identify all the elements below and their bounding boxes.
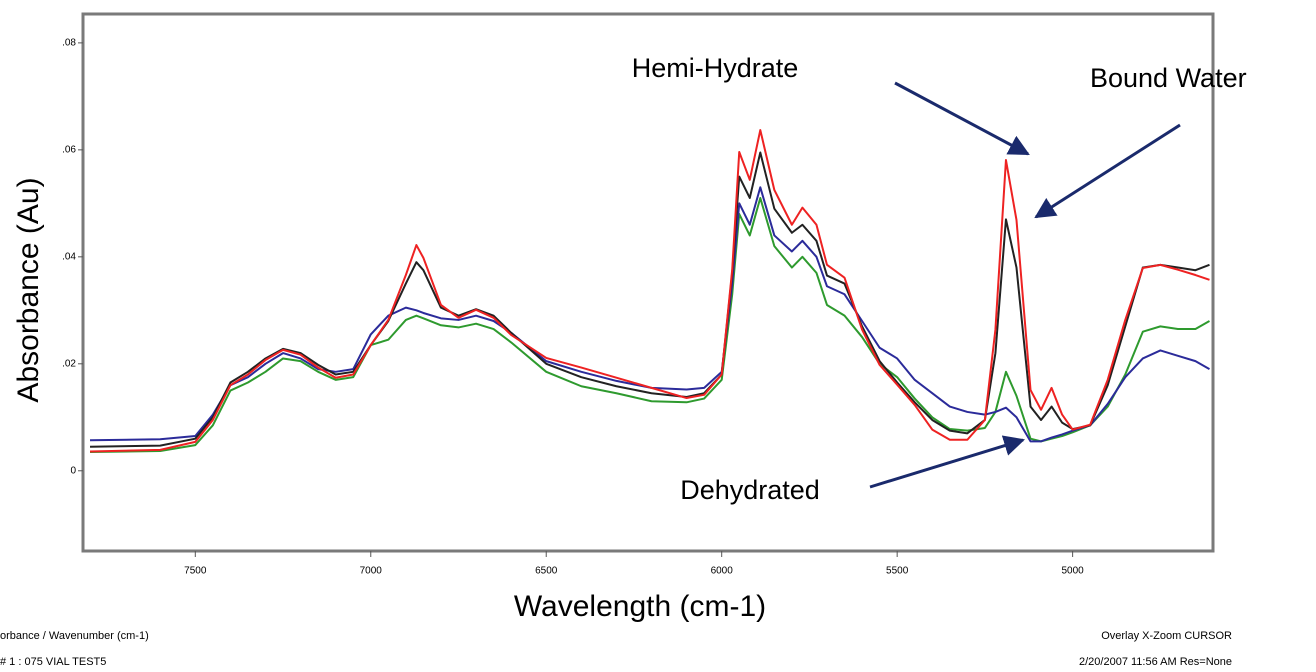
x-tick-label: 5500 — [886, 566, 909, 577]
footer-text: Overlay X-Zoom CURSOR — [1101, 630, 1232, 642]
spectrum-line — [90, 196, 1210, 454]
footer-text: orbance / Wavenumber (cm-1) — [0, 630, 149, 642]
x-tick-label: 7500 — [184, 566, 207, 577]
arrow — [869, 435, 1026, 489]
y-tick-label: .08 — [62, 38, 76, 49]
spectrum-line — [89, 129, 1210, 453]
x-tick-label: 5000 — [1062, 566, 1085, 577]
spectrum-line — [90, 151, 1210, 448]
y-tick-label: .06 — [62, 144, 76, 155]
annotation: Dehydrated — [680, 475, 820, 505]
arrow — [894, 81, 1030, 156]
spectrum-line — [90, 186, 1210, 443]
plot-area — [89, 129, 1210, 454]
y-tick-label: .02 — [62, 358, 76, 369]
y-tick-label: .04 — [62, 251, 76, 262]
annotation: Hemi-Hydrate — [632, 53, 799, 83]
annotation: Bound Water — [1090, 63, 1247, 93]
arrows — [869, 81, 1181, 489]
arrow — [1034, 123, 1181, 219]
footer-text: 2/20/2007 11:56 AM Res=None — [1079, 656, 1232, 668]
x-tick-label: 6500 — [535, 566, 558, 577]
x-tick-label: 7000 — [360, 566, 383, 577]
plot-frame — [81, 12, 1215, 553]
x-tick-label: 6000 — [711, 566, 734, 577]
footer-text: # 1 : 075 VIAL TEST5 — [0, 656, 106, 668]
y-tick-label: 0 — [70, 465, 76, 476]
y-axis-title: Absorbance (Au) — [12, 177, 45, 402]
x-axis-title: Wavelength (cm-1) — [514, 590, 766, 623]
